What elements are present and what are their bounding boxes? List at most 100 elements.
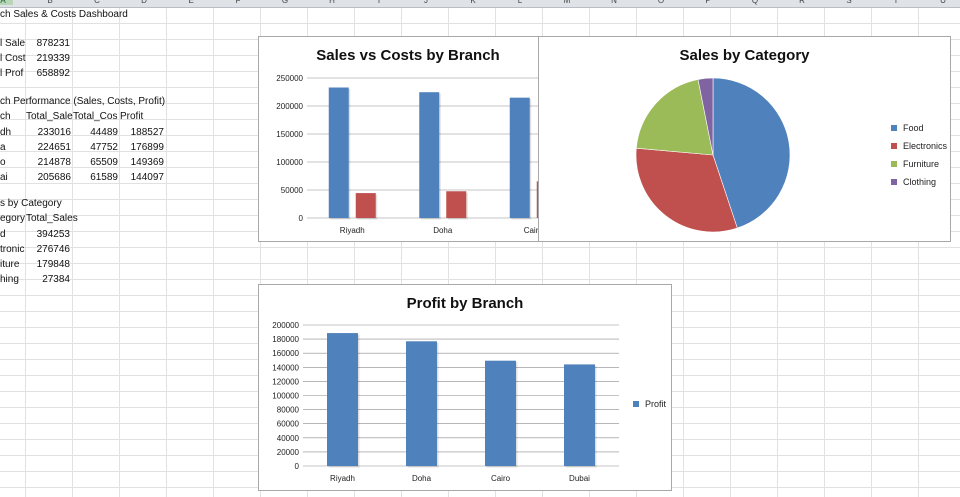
bar (509, 97, 530, 218)
branch-name-cell[interactable]: dh (0, 127, 12, 138)
branch-profit-cell[interactable]: 149369 (130, 157, 164, 168)
legend-label: Furniture (903, 159, 940, 169)
y-tick-label: 140000 (272, 363, 299, 372)
branch-header-costs[interactable]: Total_Cos (73, 111, 118, 122)
y-tick-label: 40000 (277, 434, 300, 443)
legend-swatch (891, 179, 897, 185)
branch-costs-cell[interactable]: 65509 (90, 157, 118, 168)
category-header-name[interactable]: egory (0, 213, 26, 224)
column-header-h[interactable]: H (329, 0, 335, 5)
column-header-m[interactable]: M (563, 0, 571, 5)
branch-profit-cell[interactable]: 188527 (130, 127, 164, 138)
y-tick-label: 180000 (272, 335, 299, 344)
legend-label: Food (903, 123, 924, 133)
branch-costs-cell[interactable]: 61589 (90, 172, 118, 183)
column-header-r[interactable]: R (799, 0, 805, 5)
branch-name-cell[interactable]: ai (0, 172, 8, 183)
column-header-e[interactable]: E (188, 0, 194, 5)
branch-sales-cell[interactable]: 233016 (37, 127, 71, 138)
branch-header-name[interactable]: ch (0, 111, 11, 122)
column-header-p[interactable]: P (705, 0, 711, 5)
y-tick-label: 0 (299, 214, 304, 223)
branch-header-sales[interactable]: Total_Sale (26, 111, 73, 122)
total-profit-label[interactable]: l Prof (0, 68, 24, 79)
y-tick-label: 100000 (272, 392, 299, 401)
x-tick-label: Doha (412, 474, 432, 483)
chart-title: Profit by Branch (406, 295, 524, 312)
pie-slice (635, 79, 714, 156)
branch-sales-cell[interactable]: 205686 (37, 172, 71, 183)
y-tick-label: 150000 (276, 130, 303, 139)
column-header-s[interactable]: S (846, 0, 852, 5)
column-header-j[interactable]: J (424, 0, 428, 5)
column-header-a[interactable]: A (0, 0, 13, 5)
x-tick-label: Cairo (491, 474, 511, 483)
column-header-row[interactable]: A B C D E F G H I J K L M N O P Q R S T U (0, 0, 960, 8)
column-header-k[interactable]: K (470, 0, 476, 5)
branch-profit-cell[interactable]: 176899 (130, 142, 164, 153)
category-section-title[interactable]: s by Category (0, 198, 62, 209)
legend-item-food: Food (891, 119, 947, 137)
branch-sales-cell[interactable]: 224651 (37, 142, 71, 153)
category-name-cell[interactable]: tronic (0, 244, 25, 255)
bar (328, 87, 349, 218)
column-header-c[interactable]: C (94, 0, 100, 5)
total-sales-value[interactable]: 878231 (36, 38, 70, 49)
sales-vs-costs-chart[interactable]: Sales vs Costs by Branch 0 50000 100000 150… (258, 36, 558, 242)
column-header-f[interactable]: F (235, 0, 241, 5)
x-tick-label: Dubai (569, 474, 590, 483)
profit-by-branch-chart[interactable]: Profit by Branch 0 20000 40000 60000 80000 10… (258, 284, 672, 491)
category-name-cell[interactable]: hing (0, 274, 19, 285)
branch-profit-cell[interactable]: 144097 (130, 172, 164, 183)
branch-sales-cell[interactable]: 214878 (37, 157, 71, 168)
y-tick-label: 20000 (277, 448, 300, 457)
chart-title: Sales vs Costs by Branch (316, 47, 500, 64)
profit-by-branch-plot: 0 20000 40000 60000 80000 100000 120000 140000 1… (272, 321, 619, 483)
x-tick-label: Cairo (524, 226, 544, 235)
sales-by-category-plot (635, 77, 791, 233)
pie-slice (635, 147, 738, 233)
category-name-cell[interactable]: iture (0, 259, 20, 270)
total-sales-label[interactable]: l Sale (0, 38, 26, 49)
total-profit-value[interactable]: 658892 (36, 68, 70, 79)
column-header-d[interactable]: D (141, 0, 147, 5)
branch-header-profit[interactable]: Profit (120, 111, 144, 122)
bar (446, 191, 467, 218)
column-header-l[interactable]: L (517, 0, 523, 5)
branch-name-cell[interactable]: o (0, 157, 6, 168)
legend-item-furniture: Furniture (891, 155, 947, 173)
sales-by-category-chart[interactable]: Sales by Category Food Electronics Furnitu… (538, 36, 951, 242)
category-sales-cell[interactable]: 276746 (36, 244, 70, 255)
category-name-cell[interactable]: d (0, 229, 6, 240)
total-costs-label[interactable]: l Cost (0, 53, 26, 64)
y-tick-label: 120000 (272, 377, 299, 386)
column-header-b[interactable]: B (47, 0, 53, 5)
category-header-sales[interactable]: Total_Sales (26, 213, 78, 224)
bar (327, 333, 358, 466)
branch-name-cell[interactable]: a (0, 142, 6, 153)
category-sales-cell[interactable]: 394253 (36, 229, 70, 240)
y-tick-label: 100000 (276, 158, 303, 167)
category-sales-cell[interactable]: 179848 (36, 259, 70, 270)
category-sales-cell[interactable]: 27384 (42, 274, 70, 285)
branch-costs-cell[interactable]: 44489 (90, 127, 118, 138)
total-costs-value[interactable]: 219339 (36, 53, 70, 64)
y-tick-label: 0 (295, 462, 300, 471)
x-tick-label: Riyadh (330, 474, 355, 483)
column-header-g[interactable]: G (281, 0, 289, 5)
bar (564, 364, 595, 466)
y-tick-label: 80000 (277, 406, 300, 415)
branch-costs-cell[interactable]: 47752 (90, 142, 118, 153)
dashboard-title-cell[interactable]: ch Sales & Costs Dashboard (0, 9, 128, 20)
column-header-u[interactable]: U (940, 0, 946, 5)
column-header-q[interactable]: Q (751, 0, 759, 5)
column-header-n[interactable]: N (611, 0, 617, 5)
y-tick-label: 50000 (281, 186, 304, 195)
column-header-t[interactable]: T (893, 0, 899, 5)
branch-section-title[interactable]: ch Performance (Sales, Costs, Profit) (0, 96, 166, 107)
x-tick-label: Riyadh (340, 226, 365, 235)
legend-swatch (633, 401, 639, 407)
column-header-i[interactable]: I (377, 0, 381, 5)
column-header-o[interactable]: O (657, 0, 665, 5)
